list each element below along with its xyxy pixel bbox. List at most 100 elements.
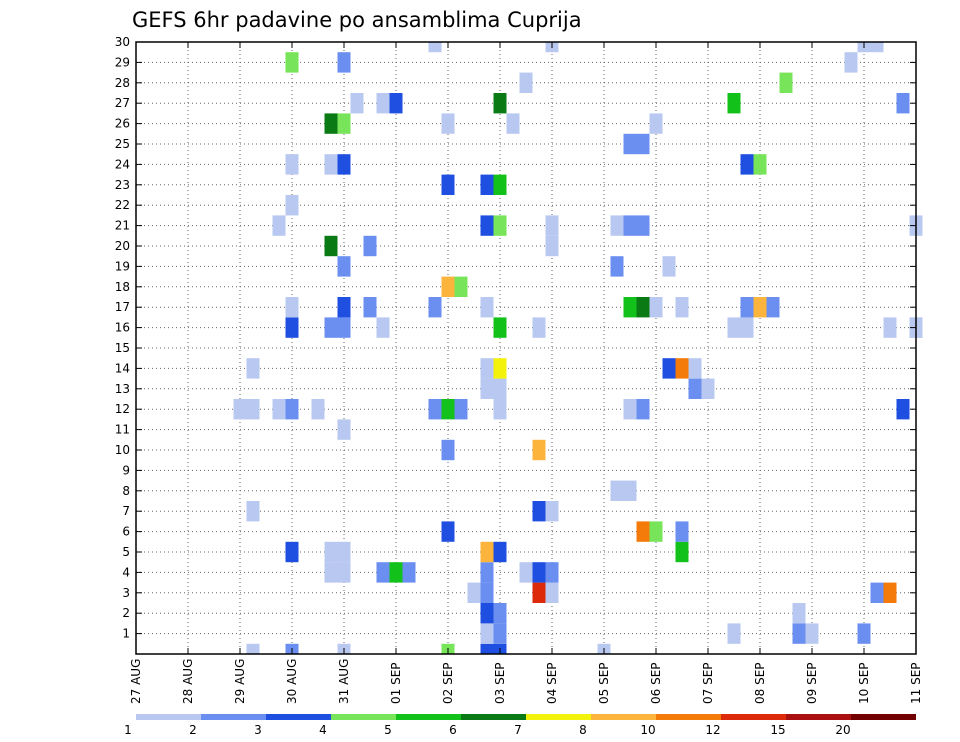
data-cell: [441, 399, 455, 420]
data-cell: [324, 562, 338, 583]
data-cell: [636, 297, 650, 318]
data-cell: [675, 541, 689, 563]
y-tick-label: 16: [115, 321, 130, 335]
colorbar-label: 2: [189, 723, 197, 737]
data-cell: [883, 582, 897, 603]
data-cell: [337, 113, 351, 134]
data-cell: [480, 603, 494, 624]
data-cell: [701, 378, 715, 399]
data-cell: [441, 439, 455, 461]
data-cell: [493, 603, 507, 624]
data-cell: [792, 603, 806, 624]
colorbar-label: 10: [640, 723, 655, 737]
data-cell: [740, 297, 754, 318]
data-cell: [480, 174, 494, 195]
data-cell: [233, 399, 247, 420]
data-cell: [727, 93, 741, 114]
data-cell: [688, 358, 702, 379]
data-cell: [480, 643, 494, 654]
x-tick-label: 07 SEP: [701, 662, 715, 704]
data-cell: [870, 42, 884, 53]
data-cell: [337, 562, 351, 583]
data-cell: [337, 52, 351, 73]
data-cell: [532, 582, 546, 603]
data-cell: [805, 623, 819, 644]
x-tick-label: 06 SEP: [649, 662, 663, 704]
data-cell: [480, 215, 494, 236]
colorbar-swatch: [526, 714, 591, 720]
data-cell: [493, 174, 507, 195]
data-cell: [493, 358, 507, 379]
colorbar-label: 15: [770, 723, 785, 737]
data-cell: [662, 358, 676, 379]
data-cell: [480, 582, 494, 603]
data-cell: [545, 235, 559, 257]
data-cell: [519, 72, 533, 93]
data-cell: [454, 276, 468, 297]
colorbar-label: 7: [514, 723, 522, 737]
data-cell: [246, 643, 260, 654]
data-cell: [493, 399, 507, 420]
x-tick-label: 27 AUG: [129, 659, 143, 704]
data-cell: [688, 378, 702, 399]
data-cell: [506, 113, 520, 134]
data-cell: [285, 52, 299, 73]
colorbar-swatch: [786, 714, 851, 720]
data-cell: [324, 154, 338, 175]
data-cell: [285, 317, 299, 338]
data-cell: [857, 623, 871, 644]
data-cell: [649, 521, 663, 542]
data-cell: [753, 154, 767, 175]
colorbar-swatch: [201, 714, 266, 720]
data-cell: [623, 215, 637, 236]
colorbar-label: 3: [254, 723, 262, 737]
data-cell: [610, 215, 624, 236]
data-cell: [883, 317, 897, 338]
colorbar-label: 4: [319, 723, 327, 737]
y-tick-label: 2: [122, 606, 130, 620]
data-cell: [376, 562, 390, 583]
data-cell: [896, 399, 910, 420]
colorbar-label: 5: [384, 723, 392, 737]
data-cell: [285, 195, 299, 216]
data-cell: [285, 297, 299, 318]
data-cell: [376, 317, 390, 338]
x-tick-label: 31 AUG: [337, 659, 351, 704]
data-cell: [480, 297, 494, 318]
data-cell: [545, 582, 559, 603]
y-tick-label: 4: [122, 565, 130, 579]
data-cell: [246, 399, 260, 420]
data-cell: [246, 501, 260, 522]
data-cell: [480, 358, 494, 379]
data-cell: [480, 562, 494, 583]
data-cell: [519, 562, 533, 583]
y-tick-label: 11: [115, 423, 130, 437]
data-cell: [623, 133, 637, 155]
y-tick-label: 15: [115, 341, 130, 355]
x-tick-label: 04 SEP: [545, 662, 559, 704]
data-cell: [623, 480, 637, 501]
colorbar-label: 20: [835, 723, 850, 737]
data-cell: [285, 399, 299, 420]
data-cell: [636, 215, 650, 236]
y-tick-label: 22: [115, 198, 130, 212]
data-cell: [636, 133, 650, 155]
data-cell: [636, 521, 650, 542]
colorbar-swatch: [331, 714, 396, 720]
y-axis-ticks: 1234567891011121314151617181920212223242…: [115, 35, 916, 641]
y-tick-label: 24: [115, 157, 130, 171]
data-cell: [545, 501, 559, 522]
y-tick-label: 21: [115, 219, 130, 233]
data-cell: [402, 562, 416, 583]
data-cell: [337, 541, 351, 563]
y-tick-label: 19: [115, 259, 130, 273]
data-cell: [675, 521, 689, 542]
data-cell: [662, 256, 676, 277]
data-cell: [337, 419, 351, 440]
data-cell: [441, 276, 455, 297]
data-cell: [649, 297, 663, 318]
colorbar-label: 1: [124, 723, 132, 737]
data-cell: [532, 439, 546, 461]
data-cell: [545, 562, 559, 583]
data-cell: [636, 399, 650, 420]
